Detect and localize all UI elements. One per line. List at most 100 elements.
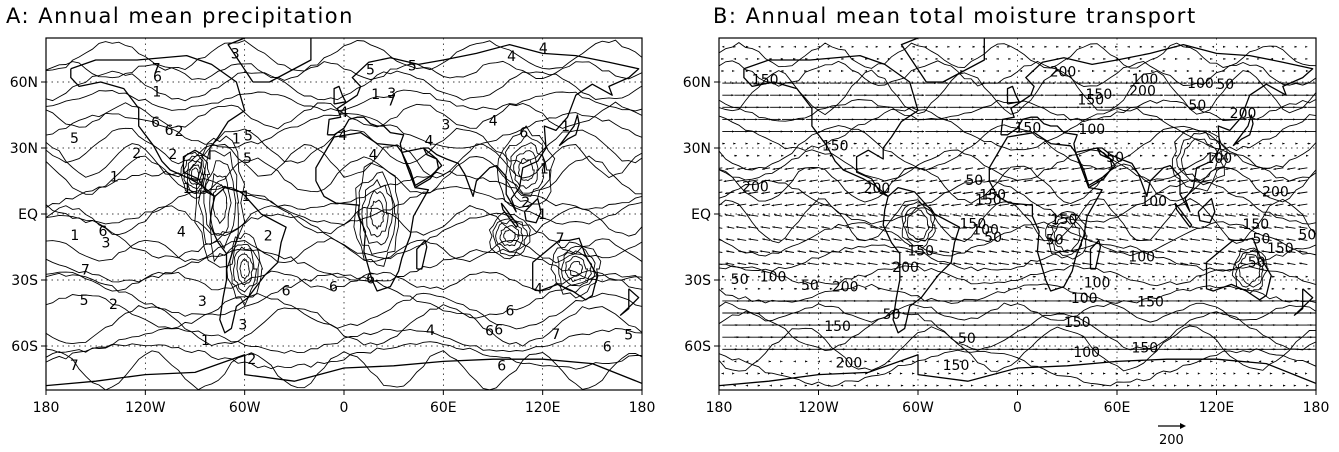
contour-label: 6 <box>153 69 162 85</box>
x-tick-label: 60W <box>902 400 934 416</box>
contour-label: 200 <box>892 260 919 276</box>
y-tick-label: 60S <box>684 339 711 355</box>
x-tick-label: 120E <box>1199 400 1235 416</box>
contour-label: 5 <box>70 131 79 147</box>
contour-label-group: 2005015015015050100200501005015015010010… <box>731 64 1316 374</box>
x-tick-label: 0 <box>1013 400 1022 416</box>
contour-label: 1 <box>183 181 192 197</box>
contour-label: 150 <box>1015 120 1042 136</box>
contour-label: 150 <box>1051 212 1078 228</box>
contour-label: 50 <box>1046 232 1064 248</box>
contour-label: 1 <box>232 132 241 148</box>
contour-label: 3 <box>198 294 207 310</box>
contour-label: 150 <box>1131 341 1158 357</box>
contour-label: 100 <box>760 270 787 286</box>
x-tick-label: 120W <box>125 400 166 416</box>
contour-label: 6 <box>99 224 108 240</box>
contour-label: 6 <box>603 339 612 355</box>
contour-label: 6 <box>497 358 506 374</box>
contour-label: 50 <box>1248 255 1266 271</box>
contour-label: 7 <box>387 94 396 110</box>
x-tick-label: 120W <box>798 400 839 416</box>
contour-label: 100 <box>1132 72 1159 88</box>
y-tick-label: 60N <box>10 75 38 91</box>
panel-a-title: A: Annual mean precipitation <box>6 4 354 28</box>
x-tick-label: 0 <box>340 400 349 416</box>
contour-label: 6 <box>519 126 528 142</box>
y-tick-label: 30S <box>684 273 711 289</box>
contour-label: 1 <box>371 87 380 103</box>
contour-label: 4 <box>507 49 516 65</box>
x-tick-label: 180 <box>33 400 60 416</box>
contour-label: 2 <box>109 297 118 313</box>
y-tick-label: EQ <box>18 207 38 223</box>
contour-label: 2 <box>247 352 256 368</box>
contour-label: 3 <box>231 47 240 63</box>
contour-label: 4 <box>534 281 543 297</box>
contour-label: 6 <box>494 322 503 338</box>
contour-label: 150 <box>1267 241 1294 257</box>
contour-label: 1 <box>538 207 547 223</box>
contour-label: 200 <box>1230 106 1257 122</box>
contour-label: 4 <box>339 105 348 121</box>
contour-label: 1 <box>201 333 210 349</box>
contour-label: 3 <box>238 318 247 334</box>
contour-label: 100 <box>1078 122 1105 138</box>
contour-label: 2 <box>521 195 530 211</box>
contour-label: 100 <box>1187 76 1214 92</box>
contour-label: 200 <box>1129 84 1156 100</box>
y-tick-label: 30S <box>11 273 38 289</box>
contour-label: 1 <box>540 161 549 177</box>
x-tick-label: 60E <box>1104 400 1131 416</box>
contour-label: 200 <box>742 179 769 195</box>
contour-label: 2 <box>175 124 184 140</box>
contour-label: 100 <box>1071 291 1098 307</box>
contour-label: 1 <box>110 170 119 186</box>
contour-label: 150 <box>824 319 851 335</box>
contour-label: 200 <box>1262 185 1289 201</box>
contour-label: 150 <box>1064 315 1091 331</box>
contour-label: 150 <box>979 187 1006 203</box>
panel-b-title: B: Annual mean total moisture transport <box>713 4 1197 28</box>
coastlines <box>46 38 642 387</box>
contour-label: 200 <box>1050 64 1077 80</box>
contour-label: 1 <box>70 228 79 244</box>
contour-label: 50 <box>731 272 749 288</box>
contour-label: 7 <box>556 231 565 247</box>
x-tick-label: 60E <box>430 400 457 416</box>
contour-label: 3 <box>102 235 111 251</box>
contour-label: 6 <box>366 271 375 287</box>
contour-label: 150 <box>1137 294 1164 310</box>
contour-label: 7 <box>81 263 90 279</box>
contour-label: 6 <box>165 123 174 139</box>
contour-label: 2 <box>168 147 177 163</box>
contour-label: 150 <box>752 73 779 89</box>
contour-label: 100 <box>1084 275 1111 291</box>
contour-label: 5 <box>366 62 375 78</box>
reference-vector-label: 200 <box>1159 433 1184 448</box>
contour-label: 200 <box>832 279 859 295</box>
contour-label: 5 <box>80 293 89 309</box>
contour-label: 50 <box>1298 227 1316 243</box>
contour-label: 3 <box>441 118 450 134</box>
contour-label: 2 <box>264 228 273 244</box>
contour-label: 150 <box>975 192 1002 208</box>
contour-label: 1 <box>152 85 161 101</box>
contour-label: 6 <box>329 279 338 295</box>
contour-label: 6 <box>151 115 160 131</box>
contour-label: 50 <box>801 278 819 294</box>
contour-label: 7 <box>551 327 560 343</box>
contour-label: 5 <box>244 128 253 144</box>
y-tick-label: 60S <box>11 339 38 355</box>
contour-label: 4 <box>338 128 347 144</box>
contour-label: 4 <box>426 323 435 339</box>
contour-label: 4 <box>489 114 498 130</box>
contour-label: 50 <box>965 173 983 189</box>
contour-label: 4 <box>177 224 186 240</box>
contour-label: 50 <box>1253 232 1271 248</box>
contour-label: 200 <box>864 181 891 197</box>
contour-label: 50 <box>958 331 976 347</box>
contour-label: 150 <box>960 216 987 232</box>
